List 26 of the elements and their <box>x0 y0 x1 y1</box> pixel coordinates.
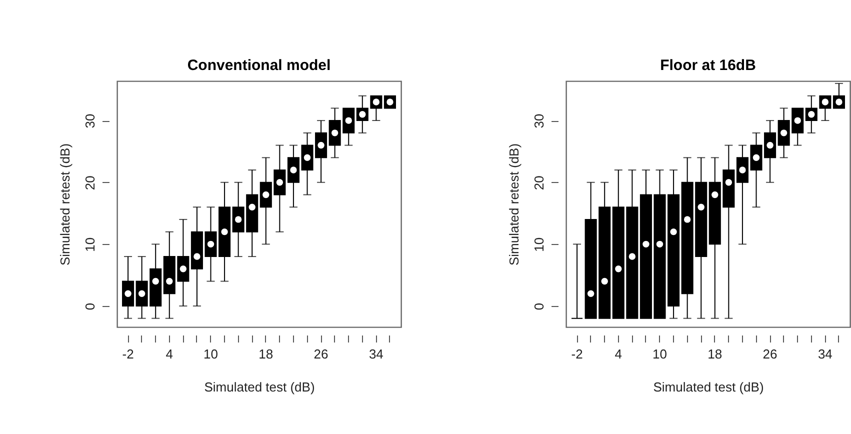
x-tick-label: 10 <box>204 346 218 362</box>
x-tick-label: 4 <box>166 346 174 362</box>
y-tick-label: 0 <box>82 302 98 310</box>
x-tick-label: 34 <box>818 346 832 362</box>
x-tick-label: 4 <box>614 346 622 362</box>
chart-title: Conventional model <box>187 57 331 74</box>
y-axis-title: Simulated retest (dB) <box>506 143 522 266</box>
y-tick-label: 20 <box>532 176 546 190</box>
y-tick-label: 0 <box>532 302 546 310</box>
y-tick-label: 10 <box>532 237 546 252</box>
y-tick-label: 20 <box>82 176 98 190</box>
x-tick-label: -2 <box>571 346 583 362</box>
x-tick-label: -2 <box>122 346 134 362</box>
chart-title: Floor at 16dB <box>660 57 756 74</box>
y-axis-title: Simulated retest (dB) <box>58 143 72 266</box>
x-tick-label: 18 <box>708 346 722 362</box>
y-tick-label: 10 <box>82 237 98 252</box>
x-tick-label: 18 <box>258 346 274 362</box>
x-tick-label: 26 <box>762 346 778 362</box>
x-tick-label: 26 <box>314 346 328 362</box>
y-tick-label: 30 <box>82 114 98 128</box>
x-axis-title: Simulated test (dB) <box>204 380 315 394</box>
x-tick-label: 34 <box>368 346 384 362</box>
y-tick-label: 30 <box>532 114 546 128</box>
x-tick-label: 10 <box>652 346 667 362</box>
x-axis-title: Simulated test (dB) <box>653 380 764 394</box>
